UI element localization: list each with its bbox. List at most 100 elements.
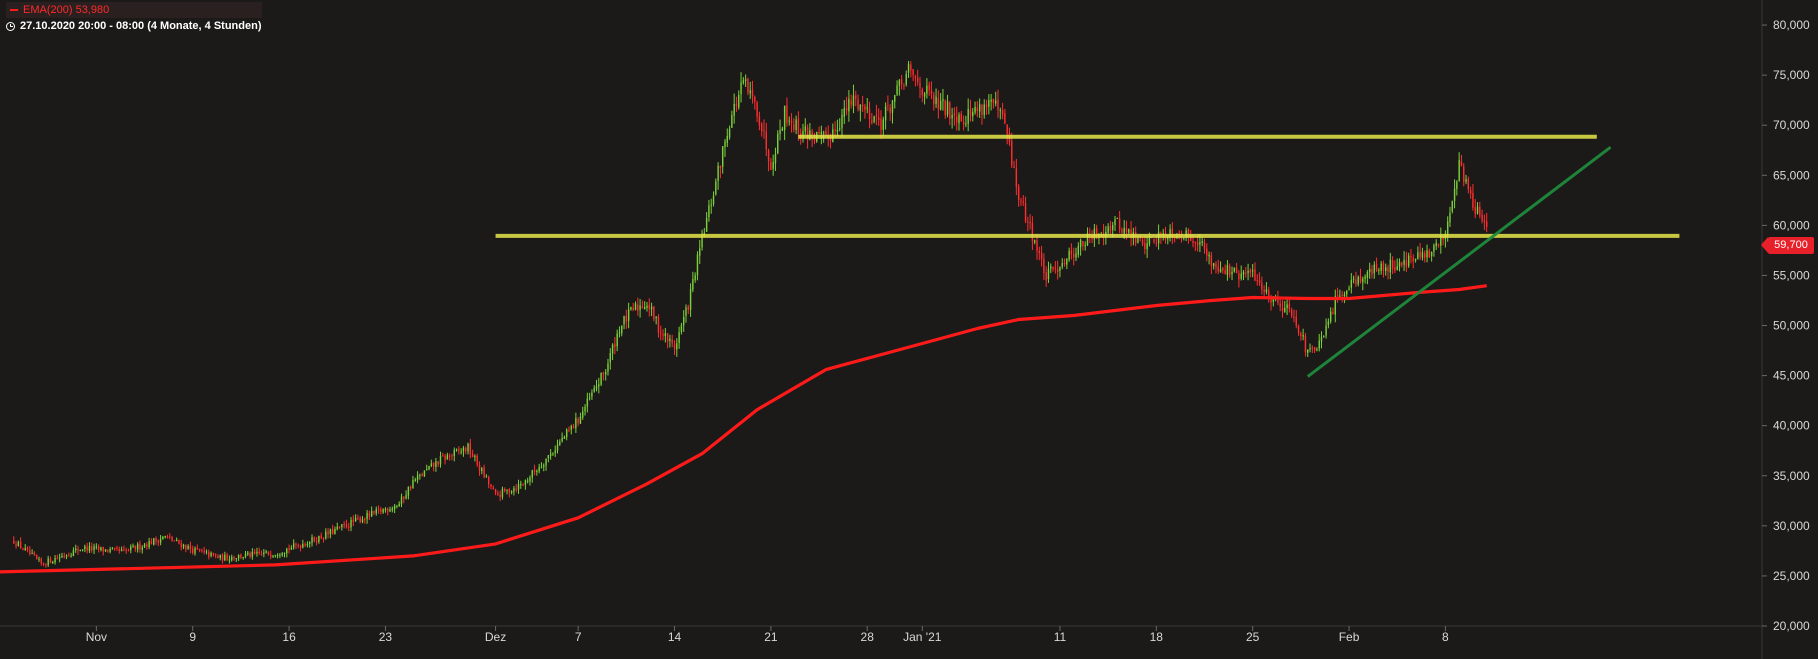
candle-up bbox=[182, 544, 185, 548]
candle-down bbox=[56, 558, 59, 560]
candle-down bbox=[985, 104, 988, 108]
candle-up bbox=[1123, 228, 1125, 234]
candle-up bbox=[104, 549, 107, 552]
candle-up bbox=[194, 547, 196, 554]
candle-up bbox=[715, 181, 717, 195]
candle-down bbox=[297, 544, 299, 546]
candle-down bbox=[192, 548, 194, 553]
candle-down bbox=[1311, 347, 1314, 349]
candle-up bbox=[540, 466, 543, 468]
candle-up bbox=[570, 425, 572, 430]
candle-up bbox=[235, 558, 238, 560]
candle-up bbox=[1084, 245, 1086, 247]
candle-up bbox=[428, 466, 430, 470]
candle-up bbox=[1128, 228, 1130, 233]
candle-down bbox=[240, 554, 242, 558]
candle-down bbox=[338, 526, 341, 528]
candle-down bbox=[508, 489, 511, 493]
candle-down bbox=[921, 89, 924, 96]
candle-up bbox=[744, 79, 747, 81]
candle-up bbox=[983, 104, 985, 115]
candle-up bbox=[393, 505, 396, 510]
candle-down bbox=[1463, 166, 1465, 182]
candle-up bbox=[804, 126, 807, 132]
candle-down bbox=[1040, 252, 1043, 260]
candle-up bbox=[302, 544, 304, 548]
candle-up bbox=[1116, 217, 1119, 219]
candle-up bbox=[1242, 271, 1245, 275]
candle-up bbox=[467, 443, 469, 452]
candle-up bbox=[923, 93, 926, 97]
candle-down bbox=[432, 462, 435, 467]
clock-icon bbox=[6, 21, 15, 31]
x-tick-label: 11 bbox=[1054, 630, 1067, 644]
candle-up bbox=[1451, 201, 1453, 212]
candle-down bbox=[208, 551, 210, 557]
candle-down bbox=[632, 307, 634, 311]
x-tick-label: Feb bbox=[1339, 630, 1360, 644]
y-tick-label: 20,000 bbox=[1773, 619, 1810, 633]
candle-down bbox=[114, 547, 116, 549]
candle-up bbox=[701, 233, 703, 248]
candle-up bbox=[1465, 178, 1467, 182]
candle-down bbox=[1004, 113, 1006, 124]
candle-down bbox=[614, 343, 616, 348]
candle-down bbox=[1006, 124, 1008, 134]
candle-down bbox=[735, 104, 738, 107]
candle-up bbox=[1407, 255, 1410, 267]
candle-up bbox=[891, 100, 894, 113]
candle-up bbox=[967, 108, 969, 124]
candle-up bbox=[354, 517, 357, 522]
candle-up bbox=[309, 542, 311, 544]
candle-down bbox=[1371, 268, 1373, 275]
ema-legend-item[interactable]: EMA(200) 53,980 bbox=[6, 2, 262, 18]
candle-up bbox=[749, 90, 751, 94]
candle-up bbox=[136, 544, 139, 550]
x-tick-label: Jan '21 bbox=[903, 630, 942, 644]
candle-down bbox=[981, 104, 983, 116]
candle-up bbox=[777, 133, 779, 154]
candle-up bbox=[524, 480, 527, 485]
candle-up bbox=[563, 436, 566, 439]
candle-up bbox=[802, 131, 804, 136]
candle-down bbox=[1279, 303, 1281, 307]
candle-up bbox=[1265, 289, 1268, 292]
price-axis[interactable]: 80,000 75,000 70,000 65,000 60,000 55,000 50,0… bbox=[1762, 18, 1810, 633]
candle-down bbox=[1391, 260, 1394, 269]
candle-up bbox=[873, 116, 875, 122]
candle-down bbox=[829, 138, 832, 141]
x-tick-label: Dez bbox=[485, 630, 506, 644]
candle-up bbox=[141, 547, 143, 550]
candle-up bbox=[153, 538, 155, 545]
time-axis[interactable]: Nov 9 16 23 Dez 7 14 21 28 Jan '21 11 18 25 Feb 8 bbox=[86, 626, 1449, 644]
candle-down bbox=[478, 464, 481, 471]
candle-down bbox=[751, 89, 754, 97]
candle-down bbox=[522, 484, 524, 486]
candle-up bbox=[1061, 263, 1063, 267]
candle-up bbox=[1346, 290, 1348, 295]
candle-up bbox=[1034, 240, 1036, 243]
candle-up bbox=[584, 406, 586, 412]
candle-up bbox=[1320, 337, 1323, 342]
candle-down bbox=[1472, 193, 1474, 208]
candle-down bbox=[203, 550, 205, 552]
candle-down bbox=[377, 509, 380, 511]
candle-down bbox=[953, 113, 956, 116]
candle-up bbox=[946, 101, 949, 115]
candle-down bbox=[331, 528, 334, 534]
candle-down bbox=[1467, 179, 1470, 190]
candle-up bbox=[242, 556, 244, 558]
candle-up bbox=[1112, 225, 1114, 230]
candle-up bbox=[552, 453, 554, 455]
candle-down bbox=[1031, 222, 1034, 242]
y-tick-label: 50,000 bbox=[1773, 319, 1810, 333]
candle-up bbox=[781, 128, 784, 131]
candle-up bbox=[237, 555, 240, 559]
candle-down bbox=[63, 555, 65, 557]
candle-up bbox=[1357, 277, 1359, 285]
candle-down bbox=[992, 98, 995, 104]
candle-up bbox=[699, 248, 701, 256]
candle-up bbox=[907, 63, 910, 73]
candle-up bbox=[779, 130, 781, 134]
